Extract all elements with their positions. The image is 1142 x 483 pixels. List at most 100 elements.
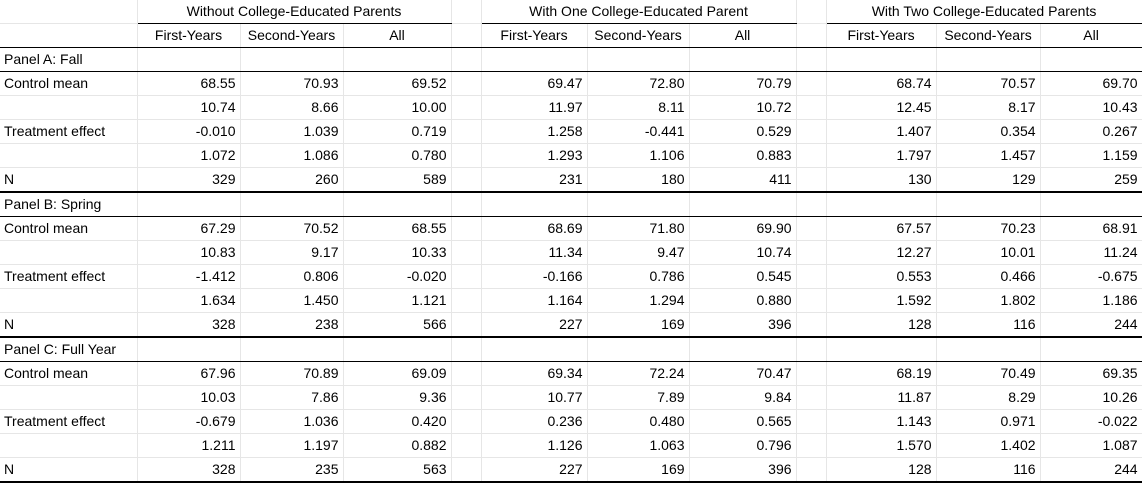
row-label-blank[interactable] — [0, 240, 138, 265]
value-cell[interactable]: 169 — [587, 457, 690, 483]
spacer-cell[interactable] — [796, 216, 827, 241]
value-cell[interactable]: 10.83 — [137, 240, 241, 265]
value-cell[interactable]: 70.57 — [936, 71, 1041, 96]
value-cell[interactable]: 169 — [587, 312, 690, 338]
value-cell[interactable]: 0.880 — [689, 288, 797, 313]
value-cell[interactable]: 1.063 — [587, 433, 690, 458]
value-cell[interactable]: 1.121 — [343, 288, 452, 313]
spacer-cell[interactable] — [451, 409, 482, 434]
value-cell[interactable]: 1.402 — [936, 433, 1041, 458]
empty-cell[interactable] — [826, 337, 937, 362]
value-cell[interactable]: 0.354 — [936, 119, 1041, 144]
row-label-treatment-effect[interactable]: Treatment effect — [0, 409, 138, 434]
value-cell[interactable]: 9.47 — [587, 240, 690, 265]
spacer-cell[interactable] — [796, 119, 827, 144]
value-cell[interactable]: 0.480 — [587, 409, 690, 434]
value-cell[interactable]: 589 — [343, 167, 452, 193]
value-cell[interactable]: -0.010 — [137, 119, 241, 144]
subheader-all[interactable]: All — [689, 23, 797, 48]
spacer-cell[interactable] — [796, 167, 827, 193]
value-cell[interactable]: 12.27 — [826, 240, 937, 265]
panel-title[interactable]: Panel C: Full Year — [0, 337, 138, 362]
value-cell[interactable]: 128 — [826, 312, 937, 338]
empty-cell[interactable] — [689, 47, 797, 72]
value-cell[interactable]: 9.17 — [240, 240, 344, 265]
value-cell[interactable]: 1.039 — [240, 119, 344, 144]
value-cell[interactable]: 10.74 — [689, 240, 797, 265]
spacer-cell[interactable] — [451, 23, 482, 48]
value-cell[interactable]: 1.634 — [137, 288, 241, 313]
value-cell[interactable]: 10.77 — [481, 385, 588, 410]
value-cell[interactable]: 244 — [1040, 312, 1142, 338]
spacer-cell[interactable] — [451, 0, 482, 24]
empty-cell[interactable] — [689, 192, 797, 217]
value-cell[interactable]: 70.93 — [240, 71, 344, 96]
subheader-first-years[interactable]: First-Years — [481, 23, 588, 48]
value-cell[interactable]: 68.55 — [343, 216, 452, 241]
value-cell[interactable]: 8.29 — [936, 385, 1041, 410]
empty-cell[interactable] — [240, 192, 344, 217]
spacer-cell[interactable] — [451, 216, 482, 241]
value-cell[interactable]: 11.97 — [481, 95, 588, 120]
row-label-blank[interactable] — [0, 385, 138, 410]
value-cell[interactable]: 10.74 — [137, 95, 241, 120]
empty-cell[interactable] — [1040, 337, 1142, 362]
value-cell[interactable]: 72.24 — [587, 361, 690, 386]
value-cell[interactable]: 116 — [936, 457, 1041, 483]
value-cell[interactable]: 1.211 — [137, 433, 241, 458]
value-cell[interactable]: 1.258 — [481, 119, 588, 144]
empty-cell[interactable] — [826, 192, 937, 217]
value-cell[interactable]: 1.293 — [481, 143, 588, 168]
value-cell[interactable]: 68.19 — [826, 361, 937, 386]
value-cell[interactable]: 227 — [481, 457, 588, 483]
subheader-all[interactable]: All — [343, 23, 452, 48]
row-label-n[interactable]: N — [0, 167, 138, 193]
value-cell[interactable]: 67.96 — [137, 361, 241, 386]
empty-cell[interactable] — [587, 192, 690, 217]
value-cell[interactable]: 0.565 — [689, 409, 797, 434]
value-cell[interactable]: 0.553 — [826, 264, 937, 289]
value-cell[interactable]: 1.086 — [240, 143, 344, 168]
spacer-cell[interactable] — [796, 385, 827, 410]
empty-cell[interactable] — [451, 192, 482, 217]
empty-cell[interactable] — [137, 192, 241, 217]
value-cell[interactable]: 10.43 — [1040, 95, 1142, 120]
empty-cell[interactable] — [137, 47, 241, 72]
value-cell[interactable]: 9.36 — [343, 385, 452, 410]
corner-cell[interactable] — [0, 23, 138, 48]
spacer-cell[interactable] — [451, 95, 482, 120]
spacer-cell[interactable] — [451, 312, 482, 338]
value-cell[interactable]: 10.33 — [343, 240, 452, 265]
spacer-cell[interactable] — [796, 0, 827, 24]
panel-title[interactable]: Panel A: Fall — [0, 47, 138, 72]
value-cell[interactable]: 69.52 — [343, 71, 452, 96]
spacer-cell[interactable] — [796, 457, 827, 483]
value-cell[interactable]: 11.87 — [826, 385, 937, 410]
value-cell[interactable]: 128 — [826, 457, 937, 483]
empty-cell[interactable] — [137, 337, 241, 362]
value-cell[interactable]: 1.570 — [826, 433, 937, 458]
subheader-second-years[interactable]: Second-Years — [587, 23, 690, 48]
value-cell[interactable]: 68.69 — [481, 216, 588, 241]
value-cell[interactable]: 10.26 — [1040, 385, 1142, 410]
corner-cell[interactable] — [0, 0, 138, 24]
value-cell[interactable]: 1.592 — [826, 288, 937, 313]
spacer-cell[interactable] — [796, 264, 827, 289]
group-header-without[interactable]: Without College-Educated Parents — [137, 0, 452, 24]
value-cell[interactable]: 1.159 — [1040, 143, 1142, 168]
value-cell[interactable]: 227 — [481, 312, 588, 338]
value-cell[interactable]: 8.66 — [240, 95, 344, 120]
value-cell[interactable]: 244 — [1040, 457, 1142, 483]
value-cell[interactable]: 7.86 — [240, 385, 344, 410]
value-cell[interactable]: 70.49 — [936, 361, 1041, 386]
spacer-cell[interactable] — [451, 71, 482, 96]
empty-cell[interactable] — [936, 337, 1041, 362]
row-label-blank[interactable] — [0, 95, 138, 120]
empty-cell[interactable] — [481, 337, 588, 362]
value-cell[interactable]: 238 — [240, 312, 344, 338]
value-cell[interactable]: 1.143 — [826, 409, 937, 434]
value-cell[interactable]: 70.23 — [936, 216, 1041, 241]
value-cell[interactable]: 0.780 — [343, 143, 452, 168]
row-label-n[interactable]: N — [0, 312, 138, 338]
value-cell[interactable]: 1.294 — [587, 288, 690, 313]
